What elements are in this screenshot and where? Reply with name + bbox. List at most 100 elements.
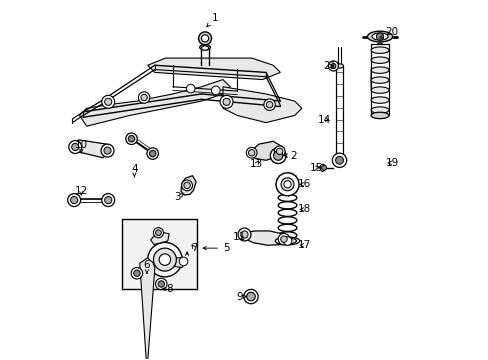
- Circle shape: [186, 84, 195, 93]
- Circle shape: [153, 248, 176, 271]
- Text: 5: 5: [203, 243, 229, 253]
- Circle shape: [270, 148, 285, 163]
- Circle shape: [183, 182, 190, 189]
- Bar: [122, 220, 197, 289]
- Polygon shape: [72, 140, 111, 158]
- Circle shape: [241, 231, 247, 238]
- Ellipse shape: [370, 107, 388, 113]
- Circle shape: [70, 197, 78, 204]
- Text: 14: 14: [318, 115, 331, 125]
- Circle shape: [201, 35, 208, 42]
- Text: 12: 12: [75, 186, 88, 197]
- Text: 10: 10: [75, 140, 88, 153]
- Circle shape: [179, 257, 187, 266]
- Text: 18: 18: [297, 204, 310, 215]
- Circle shape: [238, 228, 250, 241]
- Text: 4: 4: [131, 164, 138, 177]
- Polygon shape: [247, 141, 284, 160]
- Polygon shape: [181, 176, 196, 195]
- Circle shape: [182, 180, 192, 191]
- Circle shape: [104, 197, 112, 204]
- Circle shape: [155, 230, 161, 235]
- Circle shape: [133, 270, 140, 276]
- Circle shape: [69, 140, 81, 153]
- Circle shape: [223, 98, 230, 105]
- Text: 15: 15: [309, 163, 322, 173]
- Ellipse shape: [367, 31, 392, 42]
- Text: 11: 11: [232, 232, 245, 242]
- Text: 2: 2: [284, 150, 297, 161]
- Circle shape: [332, 153, 346, 167]
- Polygon shape: [241, 231, 287, 245]
- Ellipse shape: [370, 47, 388, 53]
- Polygon shape: [147, 58, 280, 80]
- Ellipse shape: [370, 77, 388, 84]
- Text: 21: 21: [323, 61, 336, 71]
- Circle shape: [276, 173, 298, 196]
- Ellipse shape: [275, 237, 299, 245]
- Circle shape: [101, 144, 114, 157]
- Text: 1: 1: [206, 13, 218, 27]
- Circle shape: [335, 156, 343, 164]
- Circle shape: [274, 146, 285, 157]
- Polygon shape: [171, 258, 184, 267]
- Circle shape: [104, 147, 111, 154]
- Text: 19: 19: [385, 158, 398, 168]
- Circle shape: [248, 149, 254, 156]
- Circle shape: [141, 94, 147, 101]
- Circle shape: [280, 236, 286, 242]
- Polygon shape: [223, 87, 301, 123]
- Circle shape: [283, 237, 291, 245]
- Bar: [370, 44, 388, 116]
- Circle shape: [131, 267, 142, 279]
- Text: 20: 20: [379, 27, 398, 38]
- Circle shape: [102, 194, 115, 207]
- Circle shape: [376, 33, 383, 40]
- Circle shape: [149, 150, 156, 157]
- Circle shape: [284, 181, 290, 188]
- Circle shape: [321, 165, 326, 170]
- Circle shape: [102, 95, 115, 108]
- Ellipse shape: [370, 112, 388, 119]
- Circle shape: [220, 95, 233, 108]
- Circle shape: [281, 178, 293, 191]
- Circle shape: [198, 32, 211, 45]
- Circle shape: [266, 102, 272, 108]
- Circle shape: [246, 147, 257, 158]
- Circle shape: [328, 61, 338, 71]
- Ellipse shape: [278, 238, 296, 244]
- Text: 7: 7: [191, 243, 197, 253]
- Ellipse shape: [370, 57, 388, 63]
- Circle shape: [153, 228, 163, 238]
- Circle shape: [159, 254, 170, 265]
- Text: 6: 6: [143, 260, 150, 273]
- Circle shape: [264, 99, 275, 111]
- Circle shape: [138, 92, 149, 103]
- Ellipse shape: [320, 164, 325, 171]
- Ellipse shape: [201, 46, 208, 50]
- Circle shape: [330, 63, 335, 68]
- Circle shape: [276, 148, 282, 154]
- Ellipse shape: [370, 87, 388, 93]
- Polygon shape: [150, 231, 169, 244]
- Ellipse shape: [371, 33, 387, 40]
- Ellipse shape: [370, 67, 388, 73]
- Circle shape: [244, 289, 258, 304]
- Circle shape: [147, 242, 182, 277]
- Text: 16: 16: [297, 179, 310, 189]
- Text: 9: 9: [236, 292, 246, 302]
- Text: 3: 3: [173, 192, 183, 202]
- Circle shape: [273, 151, 282, 160]
- Ellipse shape: [335, 64, 343, 68]
- Circle shape: [155, 278, 167, 290]
- Circle shape: [278, 233, 289, 245]
- Polygon shape: [140, 258, 155, 360]
- Circle shape: [128, 135, 135, 142]
- Circle shape: [147, 148, 158, 159]
- Circle shape: [104, 98, 112, 105]
- Circle shape: [158, 281, 164, 287]
- Circle shape: [211, 86, 220, 95]
- Polygon shape: [80, 80, 230, 126]
- Circle shape: [246, 292, 255, 301]
- Circle shape: [72, 143, 79, 150]
